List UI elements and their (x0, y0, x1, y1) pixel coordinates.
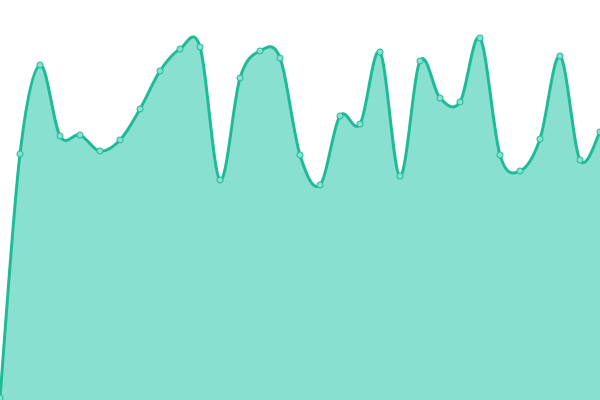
data-point (196, 43, 204, 51)
data-point (536, 135, 544, 143)
data-point (396, 172, 404, 180)
data-point (156, 67, 164, 75)
data-point (36, 61, 44, 69)
data-point (356, 120, 364, 128)
data-point (216, 176, 224, 184)
data-markers (0, 34, 600, 400)
data-point (96, 147, 104, 155)
data-point (276, 54, 284, 62)
data-point (556, 52, 564, 60)
data-point (496, 151, 504, 159)
data-point (316, 181, 324, 189)
data-point (116, 136, 124, 144)
data-point (436, 94, 444, 102)
data-point (376, 48, 384, 56)
data-point (136, 105, 144, 113)
area-fill (0, 36, 600, 400)
data-point (16, 150, 24, 158)
data-point (56, 132, 64, 140)
data-point (516, 167, 524, 175)
data-point (296, 151, 304, 159)
data-point (456, 98, 464, 106)
data-point (596, 128, 600, 136)
data-point (0, 394, 4, 400)
data-point (336, 112, 344, 120)
data-point (176, 45, 184, 53)
data-point (576, 156, 584, 164)
data-point (256, 47, 264, 55)
data-point (416, 57, 424, 65)
data-point (236, 74, 244, 82)
data-point (476, 34, 484, 42)
data-point (76, 131, 84, 139)
